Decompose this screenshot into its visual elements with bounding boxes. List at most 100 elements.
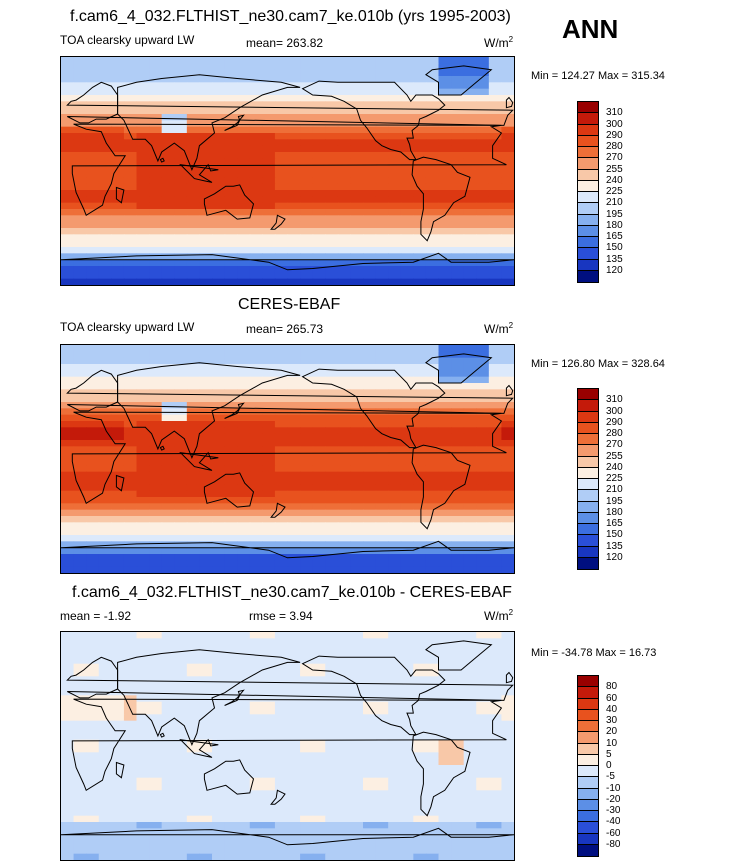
contour-cell bbox=[388, 376, 402, 384]
contour-cell bbox=[501, 57, 514, 64]
contour-cell bbox=[425, 278, 440, 285]
colorbar-swatch bbox=[578, 732, 598, 744]
contour-cell bbox=[488, 828, 503, 836]
contour-cell bbox=[111, 503, 125, 511]
contour-cell bbox=[413, 196, 427, 204]
contour-cell bbox=[463, 433, 477, 441]
contour-cell bbox=[186, 765, 201, 772]
contour-cell bbox=[337, 221, 352, 229]
contour-cell bbox=[413, 253, 427, 261]
contour-cell bbox=[61, 478, 75, 485]
colorbar-swatch bbox=[578, 214, 598, 226]
contour-cell bbox=[413, 670, 427, 677]
contour-cell bbox=[300, 790, 314, 798]
contour-cell bbox=[350, 465, 364, 473]
contour-cell bbox=[136, 720, 150, 728]
contour-cell bbox=[199, 101, 213, 109]
contour-cell bbox=[136, 145, 150, 153]
contour-cell bbox=[274, 370, 289, 378]
contour-cell bbox=[249, 815, 263, 823]
contour-cell bbox=[262, 145, 276, 153]
contour-cell bbox=[413, 266, 427, 273]
contour-cell bbox=[249, 88, 263, 96]
contour-cell bbox=[388, 632, 402, 639]
contour-cell bbox=[300, 708, 314, 715]
contour-cell bbox=[274, 76, 289, 83]
contour-cell bbox=[325, 221, 339, 229]
contour-cell bbox=[73, 771, 87, 779]
contour-cell bbox=[501, 478, 514, 485]
contour-cell bbox=[413, 221, 427, 229]
contour-cell bbox=[463, 809, 477, 817]
contour-cell bbox=[73, 190, 87, 197]
contour-cell bbox=[388, 651, 402, 658]
contour-cell bbox=[413, 272, 427, 280]
contour-cell bbox=[400, 345, 414, 352]
contour-cell bbox=[425, 638, 440, 646]
contour-cell bbox=[274, 107, 289, 115]
contour-cell bbox=[262, 651, 276, 658]
contour-cell bbox=[212, 82, 226, 90]
contour-cell bbox=[224, 82, 238, 90]
contour-cell bbox=[61, 771, 75, 779]
contour-cell bbox=[363, 228, 377, 235]
contour-cell bbox=[274, 547, 289, 555]
colorbar-swatch bbox=[578, 102, 598, 114]
contour-cell bbox=[388, 82, 402, 90]
contour-cell bbox=[111, 228, 125, 235]
contour-cell bbox=[123, 490, 138, 498]
contour-cell bbox=[224, 158, 238, 166]
contour-cell bbox=[136, 440, 150, 447]
contour-cell bbox=[262, 528, 276, 536]
contour-cell bbox=[312, 547, 326, 555]
contour-cell bbox=[488, 815, 503, 823]
contour-cell bbox=[337, 95, 352, 102]
contour-cell bbox=[476, 708, 490, 715]
contour-cell bbox=[161, 651, 175, 658]
contour-cell bbox=[86, 516, 100, 523]
contour-cell bbox=[73, 234, 87, 242]
contour-cell bbox=[61, 752, 75, 760]
contour-field bbox=[61, 632, 514, 860]
contour-cell bbox=[375, 440, 389, 447]
contour-cell bbox=[413, 376, 427, 384]
colorbar-tick-label: 290 bbox=[606, 416, 623, 428]
contour-cell bbox=[287, 459, 301, 466]
contour-cell bbox=[249, 547, 263, 555]
contour-cell bbox=[98, 427, 112, 435]
contour-cell bbox=[224, 133, 238, 140]
contour-cell bbox=[413, 689, 427, 696]
contour-cell bbox=[224, 535, 238, 542]
contour-cell bbox=[224, 733, 238, 741]
contour-cell bbox=[476, 771, 490, 779]
contour-cell bbox=[224, 120, 238, 128]
contour-cell bbox=[262, 190, 276, 197]
contour-cell bbox=[388, 171, 402, 178]
contour-cell bbox=[237, 516, 251, 523]
contour-cell bbox=[375, 828, 389, 836]
contour-cell bbox=[262, 114, 276, 121]
panel-mean: mean= 263.82 bbox=[246, 36, 324, 50]
contour-cell bbox=[186, 446, 201, 454]
contour-cell bbox=[237, 158, 251, 166]
contour-cell bbox=[199, 247, 213, 254]
contour-cell bbox=[350, 196, 364, 204]
contour-cell bbox=[199, 676, 213, 684]
contour-cell bbox=[300, 522, 314, 530]
contour-cell bbox=[161, 695, 175, 703]
contour-cell bbox=[224, 746, 238, 753]
contour-cell bbox=[438, 95, 452, 102]
contour-cell bbox=[388, 433, 402, 441]
contour-cell bbox=[61, 695, 75, 703]
contour-cell bbox=[337, 720, 352, 728]
contour-cell bbox=[388, 695, 402, 703]
contour-cell bbox=[61, 357, 75, 365]
contour-cell bbox=[312, 278, 326, 285]
contour-cell bbox=[111, 278, 125, 285]
colorbar-swatch bbox=[578, 833, 598, 845]
contour-cell bbox=[337, 708, 352, 715]
contour-cell bbox=[61, 446, 75, 454]
contour-cell bbox=[149, 796, 163, 804]
contour-cell bbox=[61, 516, 75, 523]
contour-cell bbox=[363, 202, 377, 210]
